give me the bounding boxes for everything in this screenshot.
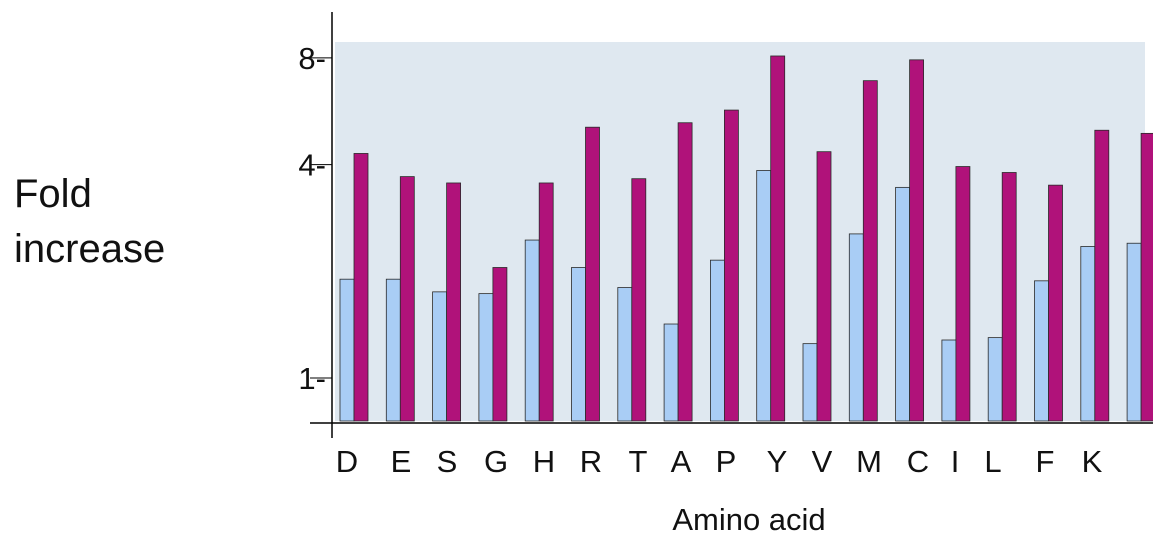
bar-C-series-2	[909, 59, 924, 422]
bar-C-series-1	[895, 186, 910, 422]
x-category-label: F	[1036, 444, 1055, 479]
bar-Y-series-1	[756, 170, 772, 422]
bar-S-series-1	[432, 291, 448, 422]
x-category-label: P	[716, 444, 737, 479]
axes-group	[310, 12, 1153, 438]
bar-I-series-2	[955, 166, 971, 422]
bar-A-series-1	[663, 323, 679, 422]
x-category-label: V	[812, 444, 833, 479]
bar-G-series-1	[478, 293, 494, 422]
y-ticks-group: 1- 4- 8-	[298, 41, 332, 396]
bar-K-series-2	[1094, 129, 1110, 422]
bar-D-series-1	[339, 278, 355, 422]
x-category-label: E	[391, 444, 412, 479]
bar-M-series-1	[848, 233, 864, 422]
bar-M-series-2	[862, 80, 878, 422]
x-category-label: S	[437, 444, 458, 479]
bars-group	[339, 55, 1153, 422]
bar-K-series-1	[1080, 246, 1096, 422]
x-category-label: D	[336, 444, 358, 479]
x-category-label: H	[533, 444, 555, 479]
bar-E-series-2	[399, 176, 415, 422]
bar-H-series-1	[524, 239, 540, 422]
x-category-label: A	[671, 444, 692, 479]
y-tick-label: 1-	[298, 361, 326, 396]
y-tick-label: 8-	[298, 41, 326, 76]
x-category-label: G	[484, 444, 508, 479]
x-axis-label: Amino acid	[672, 502, 825, 537]
bar-unlabeled-series-1	[1126, 242, 1142, 422]
bar-A-series-2	[677, 122, 693, 422]
x-category-label: Y	[767, 444, 788, 479]
bar-L-series-1	[987, 337, 1003, 422]
bar-I-series-1	[941, 339, 957, 422]
bar-H-series-2	[538, 182, 554, 422]
bar-F-series-2	[1048, 184, 1063, 422]
bar-V-series-2	[816, 151, 832, 422]
y-tick-label: 4-	[298, 148, 326, 183]
bar-L-series-2	[1001, 172, 1017, 422]
bar-Y-series-2	[770, 55, 786, 422]
bar-V-series-1	[802, 343, 818, 422]
bar-S-series-2	[446, 182, 462, 422]
bar-E-series-1	[385, 278, 401, 422]
bar-G-series-2	[492, 267, 508, 422]
x-category-label: K	[1082, 444, 1103, 479]
bar-D-series-2	[353, 153, 369, 422]
y-axis-label-line-1: Fold	[14, 172, 92, 216]
x-category-label: R	[580, 444, 602, 479]
bar-R-series-1	[571, 267, 586, 422]
bar-T-series-2	[631, 178, 647, 422]
x-category-label: I	[951, 444, 960, 479]
bar-R-series-2	[585, 126, 600, 422]
bar-unlabeled-series-2	[1140, 132, 1153, 422]
y-axis-label-line-2: increase	[14, 227, 166, 271]
x-category-label: T	[629, 444, 648, 479]
bar-T-series-1	[617, 287, 633, 422]
x-category-label: C	[907, 444, 929, 479]
bar-F-series-1	[1034, 280, 1049, 422]
x-category-label: L	[984, 444, 1001, 479]
x-category-label: M	[856, 444, 882, 479]
bar-P-series-2	[724, 109, 739, 422]
bar-P-series-1	[710, 259, 725, 422]
